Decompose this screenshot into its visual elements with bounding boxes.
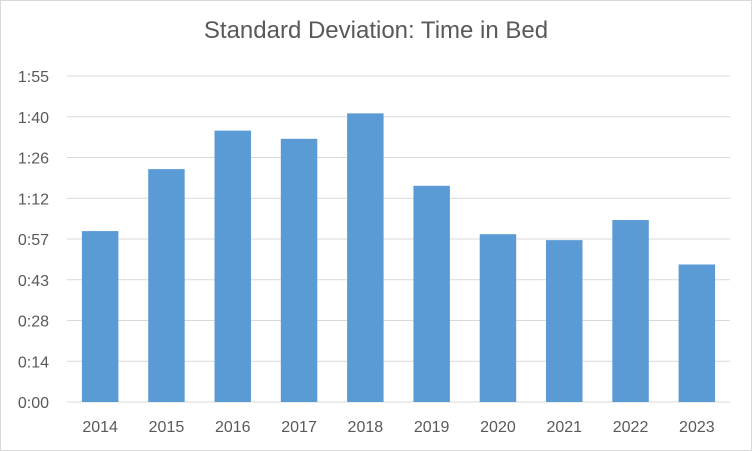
x-tick-label: 2022 xyxy=(613,419,649,436)
y-tick-label: 0:57 xyxy=(18,232,49,249)
y-tick-label: 1:55 xyxy=(18,69,49,86)
x-tick-label: 2021 xyxy=(546,419,582,436)
x-tick-label: 2017 xyxy=(281,419,317,436)
bar-2019 xyxy=(413,185,450,402)
bar-2021 xyxy=(546,240,583,402)
x-tick-label: 2019 xyxy=(414,419,450,436)
y-tick-label: 1:26 xyxy=(18,151,49,168)
y-tick-label: 0:43 xyxy=(18,273,49,290)
bar-2023 xyxy=(678,264,716,402)
y-tick-label: 1:12 xyxy=(18,191,49,208)
x-tick-label: 2018 xyxy=(348,419,384,436)
bar-2016 xyxy=(214,130,251,402)
x-tick-label: 2014 xyxy=(82,419,118,436)
bar-2018 xyxy=(347,113,384,403)
bar-2020 xyxy=(479,234,517,402)
x-tick-label: 2016 xyxy=(215,419,251,436)
chart-title: Standard Deviation: Time in Bed xyxy=(203,17,549,44)
bar-2022 xyxy=(612,220,649,402)
bar-2014 xyxy=(81,231,119,402)
bar-2015 xyxy=(148,169,185,402)
y-tick-label: 1:40 xyxy=(18,110,49,127)
bar-2017 xyxy=(280,138,318,402)
x-tick-label: 2015 xyxy=(149,419,185,436)
y-tick-label: 0:00 xyxy=(18,395,49,412)
y-tick-label: 0:28 xyxy=(18,314,49,331)
x-tick-label: 2023 xyxy=(679,419,715,436)
x-tick-label: 2020 xyxy=(480,419,516,436)
y-tick-label: 0:14 xyxy=(18,354,49,371)
